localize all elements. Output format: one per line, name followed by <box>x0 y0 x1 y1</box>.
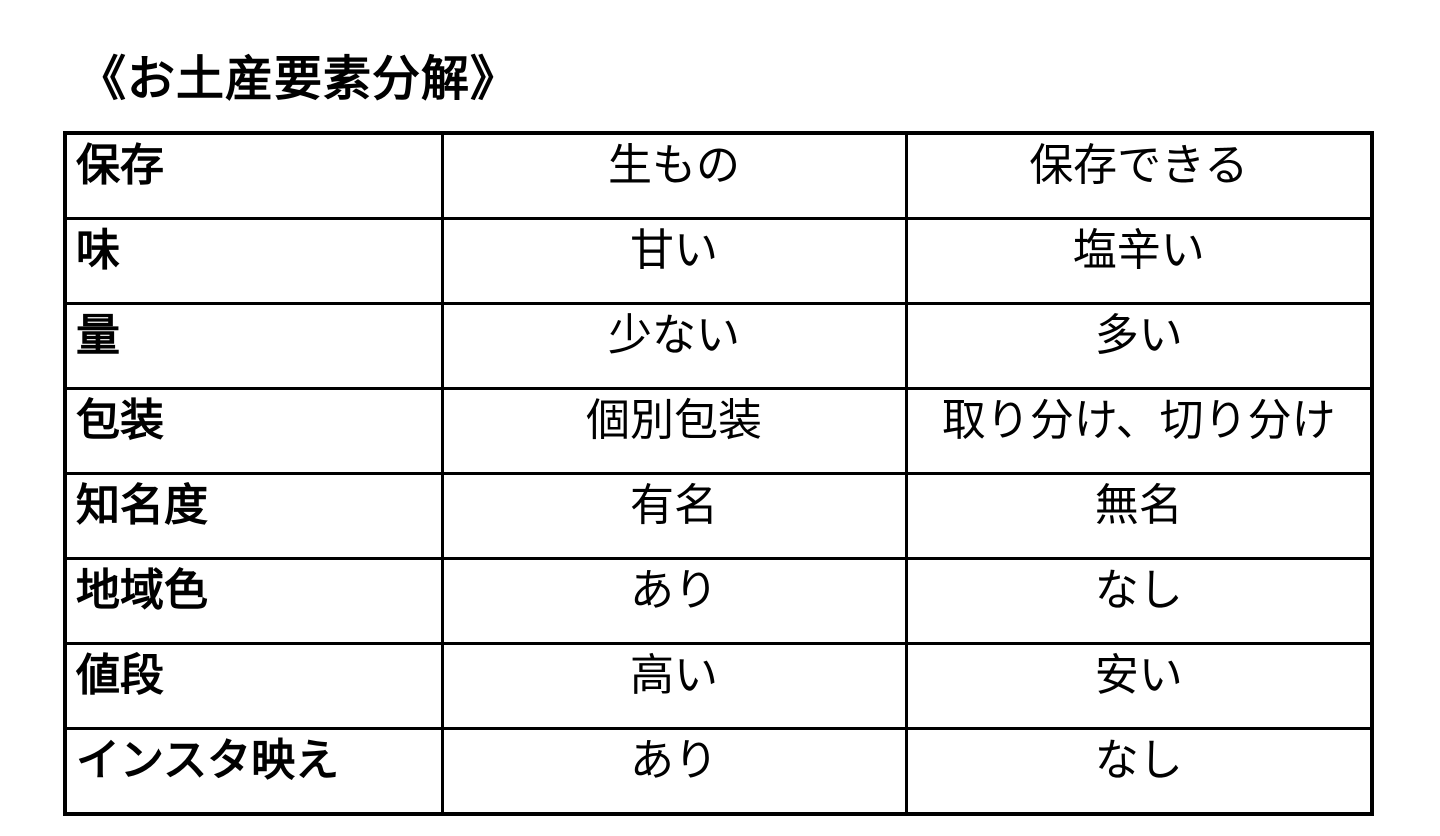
row-header: 量 <box>63 302 444 390</box>
table-row: 味甘い 塩辛い <box>63 217 1374 305</box>
row-value-left: 少ない <box>440 302 908 390</box>
row-value-left: あり <box>440 727 908 816</box>
row-value-right: なし <box>904 557 1374 645</box>
row-value-right: 無名 <box>904 472 1374 560</box>
table-row: 保存 生もの 保存できる <box>63 131 1374 220</box>
table-body: 保存 生もの 保存できる味甘い 塩辛い量少ない 多い 包装 個別包装 取り分け、切り分け 知名度… <box>63 131 1374 816</box>
row-header: 地域色 <box>63 557 444 645</box>
table-row: インスタ映え あり なし <box>63 727 1374 816</box>
table-row: 値段 高い 安い <box>63 642 1374 730</box>
page-title: 《お土産要素分解》 <box>78 53 520 106</box>
row-value-right: 塩辛い <box>904 217 1374 305</box>
table-row: 知名度 有名 無名 <box>63 472 1374 560</box>
row-header: 値段 <box>63 642 444 730</box>
row-value-left: 甘い <box>440 217 908 305</box>
souvenir-breakdown-table: 保存 生もの 保存できる味甘い 塩辛い量少ない 多い 包装 個別包装 取り分け、切り分け 知名度… <box>63 131 1374 816</box>
row-header: インスタ映え <box>63 727 444 816</box>
row-value-left: 個別包装 <box>440 387 908 475</box>
row-value-right: なし <box>904 727 1374 816</box>
row-value-left: 有名 <box>440 472 908 560</box>
row-header: 保存 <box>63 131 444 220</box>
row-header: 知名度 <box>63 472 444 560</box>
row-value-left: あり <box>440 557 908 645</box>
table-row: 量少ない 多い <box>63 302 1374 390</box>
table-row: 地域色 あり なし <box>63 557 1374 645</box>
row-value-left: 生もの <box>440 131 908 220</box>
row-value-right: 取り分け、切り分け <box>904 387 1374 475</box>
row-value-right: 保存できる <box>904 131 1374 220</box>
table-row: 包装 個別包装 取り分け、切り分け <box>63 387 1374 475</box>
row-header: 包装 <box>63 387 444 475</box>
row-value-right: 多い <box>904 302 1374 390</box>
row-value-right: 安い <box>904 642 1374 730</box>
row-header: 味 <box>63 217 444 305</box>
row-value-left: 高い <box>440 642 908 730</box>
